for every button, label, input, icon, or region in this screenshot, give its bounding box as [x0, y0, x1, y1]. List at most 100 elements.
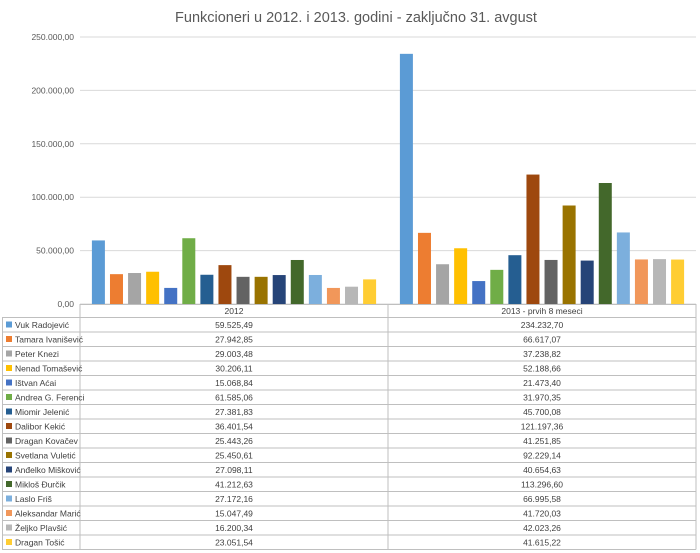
- legend-key: [6, 350, 12, 357]
- y-tick-label: 250.000,00: [31, 32, 74, 42]
- bar: [218, 265, 232, 304]
- bar: [598, 182, 612, 304]
- bar: [128, 273, 142, 304]
- data-label: 15.047,49: [215, 509, 253, 519]
- bar: [290, 259, 304, 304]
- bar: [254, 276, 268, 304]
- bar: [345, 286, 359, 304]
- data-label: 27.381,83: [215, 407, 253, 417]
- series-name: Miomir Jelenić: [15, 407, 70, 417]
- series-name: Dalibor Kekić: [15, 422, 66, 432]
- legend-key: [6, 510, 12, 516]
- data-label: 41.615,22: [523, 538, 561, 548]
- bar: [526, 174, 540, 304]
- bar: [146, 271, 160, 304]
- series-name: Dragan Kovačev: [15, 436, 79, 446]
- data-label: 41.720,03: [523, 509, 561, 519]
- data-label: 234.232,70: [521, 320, 564, 330]
- data-label: 25.450,61: [215, 451, 253, 461]
- legend-key: [6, 539, 12, 545]
- series-name: Peter Knezi: [15, 349, 59, 359]
- category-label: 2012: [225, 306, 244, 316]
- legend-key: [6, 452, 12, 458]
- data-label: 37.238,82: [523, 349, 561, 359]
- data-label: 27.172,16: [215, 494, 253, 504]
- data-label: 27.942,85: [215, 335, 253, 345]
- bar: [326, 287, 340, 304]
- data-label: 29.003,48: [215, 349, 253, 359]
- legend-key: [6, 408, 12, 415]
- data-label: 45.700,08: [523, 407, 561, 417]
- bar: [308, 274, 322, 304]
- bar: [164, 287, 178, 304]
- bar: [182, 238, 196, 304]
- category-label: 2013 - prvih 8 meseci: [501, 306, 582, 316]
- bar: [200, 274, 214, 304]
- legend-key: [6, 495, 12, 502]
- series-name: Nenad Tomašević: [15, 364, 83, 374]
- legend-key: [6, 365, 12, 371]
- series-name: Ištvan Aćai: [15, 378, 56, 388]
- bar: [272, 275, 286, 304]
- data-label: 25.443,26: [215, 436, 253, 446]
- bar: [634, 259, 648, 304]
- bar: [417, 232, 431, 304]
- y-tick-label: 50.000,00: [36, 246, 74, 256]
- legend-key: [6, 524, 12, 531]
- legend-key: [6, 437, 12, 444]
- bar: [236, 276, 250, 304]
- data-label: 16.200,34: [215, 523, 253, 533]
- bar: [508, 255, 522, 304]
- series-name: Anđelko Mišković: [15, 465, 81, 475]
- data-label: 66.995,58: [523, 494, 561, 504]
- bar: [109, 274, 123, 304]
- data-label: 41.212,63: [215, 480, 253, 490]
- bar: [436, 264, 450, 304]
- chart-title: Funkcioneri u 2012. i 2013. godini - zak…: [175, 10, 537, 26]
- legend-key: [6, 394, 12, 400]
- bar: [544, 259, 558, 304]
- legend-key: [6, 336, 12, 342]
- bar: [454, 248, 468, 304]
- legend-key: [6, 423, 12, 429]
- series-name: Tamara Ivanišević: [15, 335, 84, 345]
- bar: [671, 259, 685, 304]
- y-tick-label: 200.000,00: [31, 85, 74, 95]
- bar: [653, 259, 667, 304]
- data-label: 41.251,85: [523, 436, 561, 446]
- data-label: 30.206,11: [215, 364, 252, 374]
- series-name: Dragan Tošić: [15, 538, 65, 548]
- series-name: Andrea G. Ferenci: [15, 393, 85, 403]
- bar: [580, 260, 594, 304]
- data-label: 121.197,36: [521, 422, 564, 432]
- legend-key: [6, 466, 12, 473]
- series-name: Aleksandar Marić: [15, 509, 81, 519]
- data-label: 23.051,54: [215, 538, 253, 548]
- bars: [91, 53, 685, 304]
- data-label: 59.525,49: [215, 320, 253, 330]
- bar: [562, 205, 576, 304]
- data-label: 21.473,40: [523, 378, 561, 388]
- data-label: 40.654,63: [523, 465, 561, 475]
- y-tick-label: 100.000,00: [31, 192, 74, 202]
- bar: [616, 232, 630, 304]
- data-label: 31.970,35: [523, 393, 561, 403]
- series-name: Svetlana Vuletić: [15, 451, 76, 461]
- data-label: 92.229,14: [523, 451, 561, 461]
- series-name: Vuk Radojević: [15, 320, 70, 330]
- bar: [490, 269, 504, 304]
- data-label: 36.401,54: [215, 422, 253, 432]
- y-tick-label: 0,00: [57, 299, 74, 309]
- data-label: 27.098,11: [215, 465, 252, 475]
- bar: [91, 240, 105, 304]
- data-label: 113.296,60: [521, 480, 563, 490]
- bar: [363, 279, 377, 304]
- bar: [399, 53, 413, 304]
- series-name: Mikloš Ðurčik: [15, 480, 66, 490]
- data-label: 61.585,06: [215, 393, 253, 403]
- series-name: Željko Plavšić: [15, 523, 68, 533]
- series-name: Laslo Friš: [15, 494, 52, 504]
- y-axis-ticks: 0,00 50.000,00 100.000,00 150.000,00 200.000…: [31, 32, 74, 309]
- y-tick-label: 150.000,00: [31, 139, 74, 149]
- data-label: 52.188,66: [523, 364, 561, 374]
